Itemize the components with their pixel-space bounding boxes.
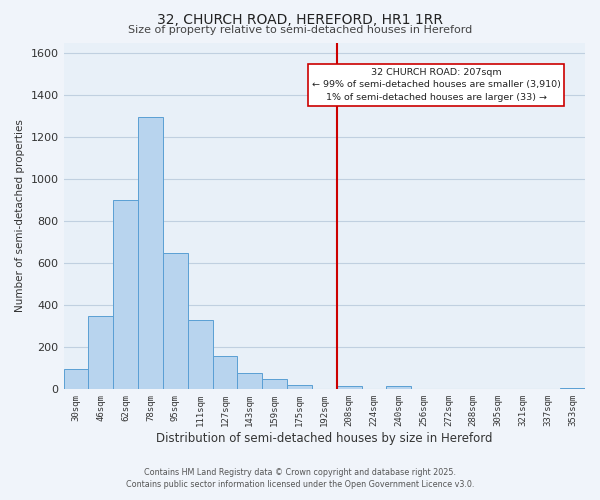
Text: 32, CHURCH ROAD, HEREFORD, HR1 1RR: 32, CHURCH ROAD, HEREFORD, HR1 1RR [157, 12, 443, 26]
Bar [287, 385, 312, 390]
Bar [88, 316, 113, 390]
Text: Size of property relative to semi-detached houses in Hereford: Size of property relative to semi-detach… [128, 25, 472, 35]
Bar [64, 370, 88, 390]
Bar [163, 252, 188, 390]
Bar [337, 386, 362, 390]
Bar [386, 386, 411, 390]
Bar [188, 320, 212, 390]
X-axis label: Distribution of semi-detached houses by size in Hereford: Distribution of semi-detached houses by … [156, 432, 493, 445]
Bar [560, 388, 585, 390]
Bar [212, 356, 238, 390]
Text: Contains HM Land Registry data © Crown copyright and database right 2025.
Contai: Contains HM Land Registry data © Crown c… [126, 468, 474, 489]
Bar [262, 379, 287, 390]
Text: 32 CHURCH ROAD: 207sqm
← 99% of semi-detached houses are smaller (3,910)
1% of s: 32 CHURCH ROAD: 207sqm ← 99% of semi-det… [311, 68, 560, 102]
Bar [113, 200, 138, 390]
Bar [238, 372, 262, 390]
Y-axis label: Number of semi-detached properties: Number of semi-detached properties [15, 120, 25, 312]
Bar [138, 117, 163, 390]
